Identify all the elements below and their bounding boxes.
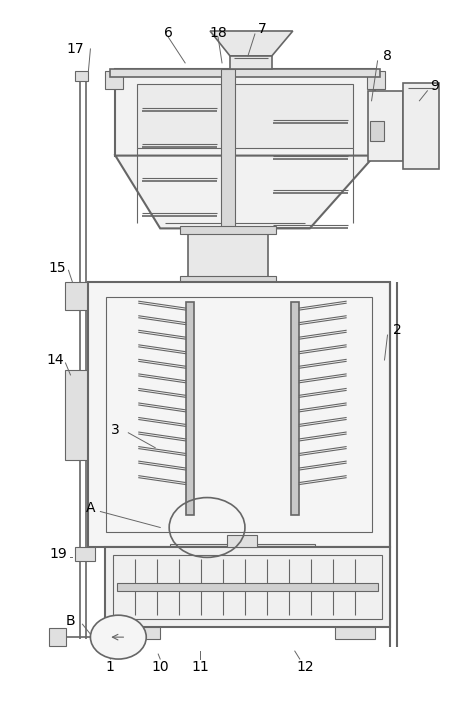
Bar: [210, 560, 275, 567]
Text: 6: 6: [164, 26, 173, 40]
Bar: [366, 71, 385, 89]
Bar: [200, 557, 285, 570]
Text: 8: 8: [383, 49, 392, 63]
Bar: [105, 547, 390, 627]
Text: 2: 2: [393, 323, 402, 337]
Bar: [230, 56, 272, 69]
Bar: [180, 226, 276, 235]
Bar: [182, 555, 198, 574]
Bar: [186, 302, 194, 515]
Bar: [120, 627, 160, 639]
Bar: [65, 370, 88, 460]
Polygon shape: [115, 156, 375, 228]
Bar: [75, 71, 89, 81]
Text: 19: 19: [49, 547, 67, 562]
Text: 18: 18: [209, 26, 227, 40]
Text: B: B: [66, 614, 75, 629]
Text: 3: 3: [111, 423, 120, 437]
Text: 7: 7: [257, 22, 266, 36]
Bar: [89, 282, 390, 547]
Bar: [105, 71, 123, 89]
Bar: [110, 69, 380, 77]
Bar: [227, 535, 257, 547]
Bar: [180, 277, 276, 284]
Bar: [221, 69, 235, 233]
Text: 15: 15: [49, 261, 66, 275]
Text: 1: 1: [106, 660, 115, 674]
Text: A: A: [86, 501, 95, 515]
Text: 10: 10: [151, 660, 169, 674]
Bar: [115, 69, 375, 156]
Bar: [75, 547, 95, 562]
Bar: [290, 560, 300, 570]
Bar: [170, 545, 315, 560]
Bar: [49, 628, 66, 646]
Bar: [114, 555, 381, 619]
Text: 11: 11: [191, 660, 209, 674]
Text: 9: 9: [430, 79, 439, 93]
Text: 14: 14: [47, 353, 64, 367]
Bar: [117, 583, 378, 592]
Bar: [106, 297, 371, 533]
Bar: [370, 121, 384, 141]
Bar: [335, 627, 375, 639]
Bar: [368, 91, 404, 161]
Bar: [404, 83, 439, 169]
Polygon shape: [210, 31, 293, 56]
Bar: [65, 282, 88, 310]
Ellipse shape: [90, 615, 146, 659]
Bar: [185, 560, 195, 570]
Bar: [188, 228, 268, 282]
Bar: [137, 84, 353, 148]
Bar: [291, 302, 299, 515]
Text: 12: 12: [296, 660, 314, 674]
Bar: [287, 555, 303, 574]
Text: 17: 17: [67, 42, 84, 56]
